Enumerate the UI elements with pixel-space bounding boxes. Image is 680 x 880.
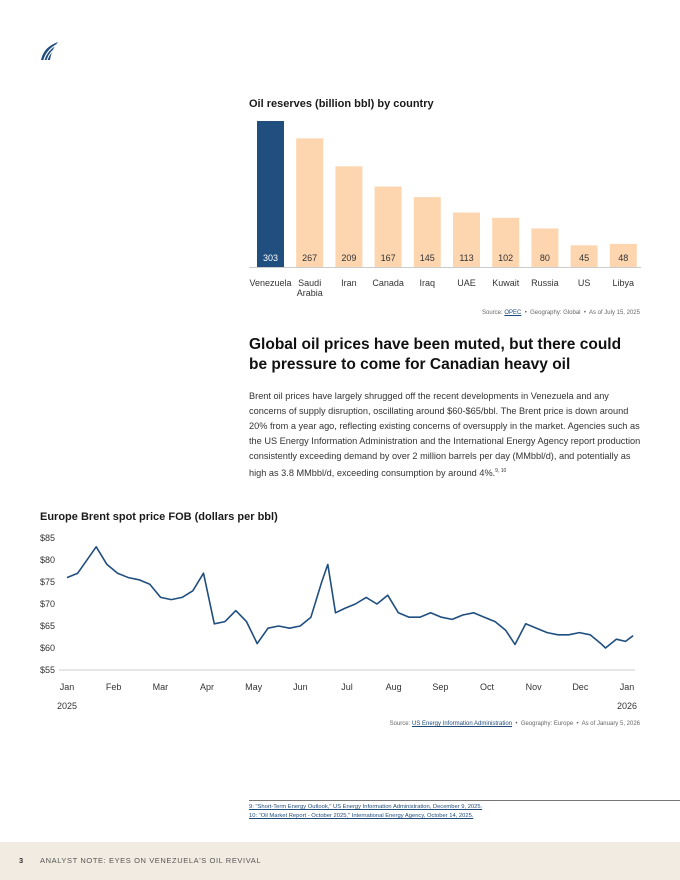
bar-category-label: Arabia <box>297 288 323 298</box>
opec-link[interactable]: OPEC <box>504 310 522 316</box>
bar-saudi-arabia <box>296 138 324 267</box>
footnote-9[interactable]: 9: "Short-Term Energy Outlook," US Energ… <box>249 804 483 810</box>
bar-russia <box>531 228 559 267</box>
y-tick-label: $80 <box>40 555 55 565</box>
body-paragraph: Brent oil prices have largely shrugged o… <box>249 391 641 479</box>
x-tick-label: May <box>245 682 263 692</box>
bar-category-label: Canada <box>372 278 404 288</box>
bar-venezuela <box>257 121 284 267</box>
bar-category-label: Saudi <box>298 278 321 288</box>
bar-value-label: 45 <box>579 253 589 263</box>
page-number: 3 <box>19 856 24 865</box>
bar-iraq <box>413 197 441 267</box>
bar-category-label: Iraq <box>420 278 436 288</box>
page-footer: 3 ANALYST NOTE: EYES ON VENEZUELA'S OIL … <box>0 842 680 880</box>
bar-value-label: 145 <box>420 253 435 263</box>
sail-logo-icon <box>38 40 60 67</box>
x-tick-label: Mar <box>153 682 169 692</box>
bar-category-label: US <box>578 278 591 288</box>
bar-us <box>570 245 598 267</box>
bar-canada <box>374 186 402 267</box>
y-tick-label: $75 <box>40 577 55 587</box>
bar-value-label: 48 <box>618 253 628 263</box>
footnote-10[interactable]: 10: "Oil Market Report - October 2025," … <box>249 813 474 819</box>
x-tick-label: Jan <box>60 682 75 692</box>
brent-price-line <box>66 545 634 649</box>
y-tick-label: $85 <box>40 533 55 543</box>
bar-iran <box>335 166 363 267</box>
footnote-divider <box>249 800 680 801</box>
x-tick-label: Aug <box>386 682 402 692</box>
y-tick-label: $70 <box>40 599 55 609</box>
y-tick-label: $55 <box>40 665 55 675</box>
bar-libya <box>609 243 637 267</box>
x-tick-label: Nov <box>526 682 543 692</box>
bar-category-label: Venezuela <box>249 278 291 288</box>
bar-value-label: 303 <box>263 253 278 263</box>
bar-value-label: 80 <box>540 253 550 263</box>
x-tick-label: Oct <box>480 682 495 692</box>
footer-title: ANALYST NOTE: EYES ON VENEZUELA'S OIL RE… <box>40 856 262 865</box>
x-tick-label: Sep <box>432 682 448 692</box>
x-tick-label: Feb <box>106 682 122 692</box>
bar-kuwait <box>492 217 520 267</box>
bar-category-label: UAE <box>457 278 476 288</box>
bar-category-label: Russia <box>531 278 559 288</box>
bar-category-label: Libya <box>613 278 635 288</box>
x-tick-label: Jun <box>293 682 308 692</box>
y-tick-label: $60 <box>40 643 55 653</box>
bar-category-label: Kuwait <box>492 278 520 288</box>
x-tick-label: Dec <box>572 682 589 692</box>
bar-uae <box>453 212 480 267</box>
eia-link[interactable]: US Energy Information Administration <box>411 721 513 727</box>
x-tick-label: Apr <box>200 682 214 692</box>
bar-value-label: 113 <box>459 253 473 263</box>
x-year-label: 2026 <box>617 701 637 711</box>
bar-value-label: 267 <box>302 253 317 263</box>
bar-chart-source: Source: OPEC • Geography: Global • As of… <box>481 310 640 316</box>
line-chart: $85 $80 $75 $70 $65 $60 $55 Jan Feb Mar Apr May Jun J… <box>40 533 637 711</box>
line-chart-title: Europe Brent spot price FOB (dollars per… <box>40 511 278 523</box>
bar-category-label: Iran <box>341 278 357 288</box>
bar-value-label: 102 <box>498 253 513 263</box>
section-heading: Global oil prices have been muted, but t… <box>249 336 622 373</box>
x-year-label: 2025 <box>57 701 77 711</box>
bar-value-label: 209 <box>341 253 356 263</box>
y-tick-label: $65 <box>40 621 55 631</box>
bar-value-label: 167 <box>381 253 396 263</box>
bar-chart-title: Oil reserves (billion bbl) by country <box>249 98 434 110</box>
line-chart-source: Source: US Energy Information Administra… <box>389 721 640 727</box>
footnote-refs: 9, 10 <box>495 468 507 474</box>
x-tick-label: Jan <box>620 682 635 692</box>
x-tick-label: Jul <box>341 682 353 692</box>
